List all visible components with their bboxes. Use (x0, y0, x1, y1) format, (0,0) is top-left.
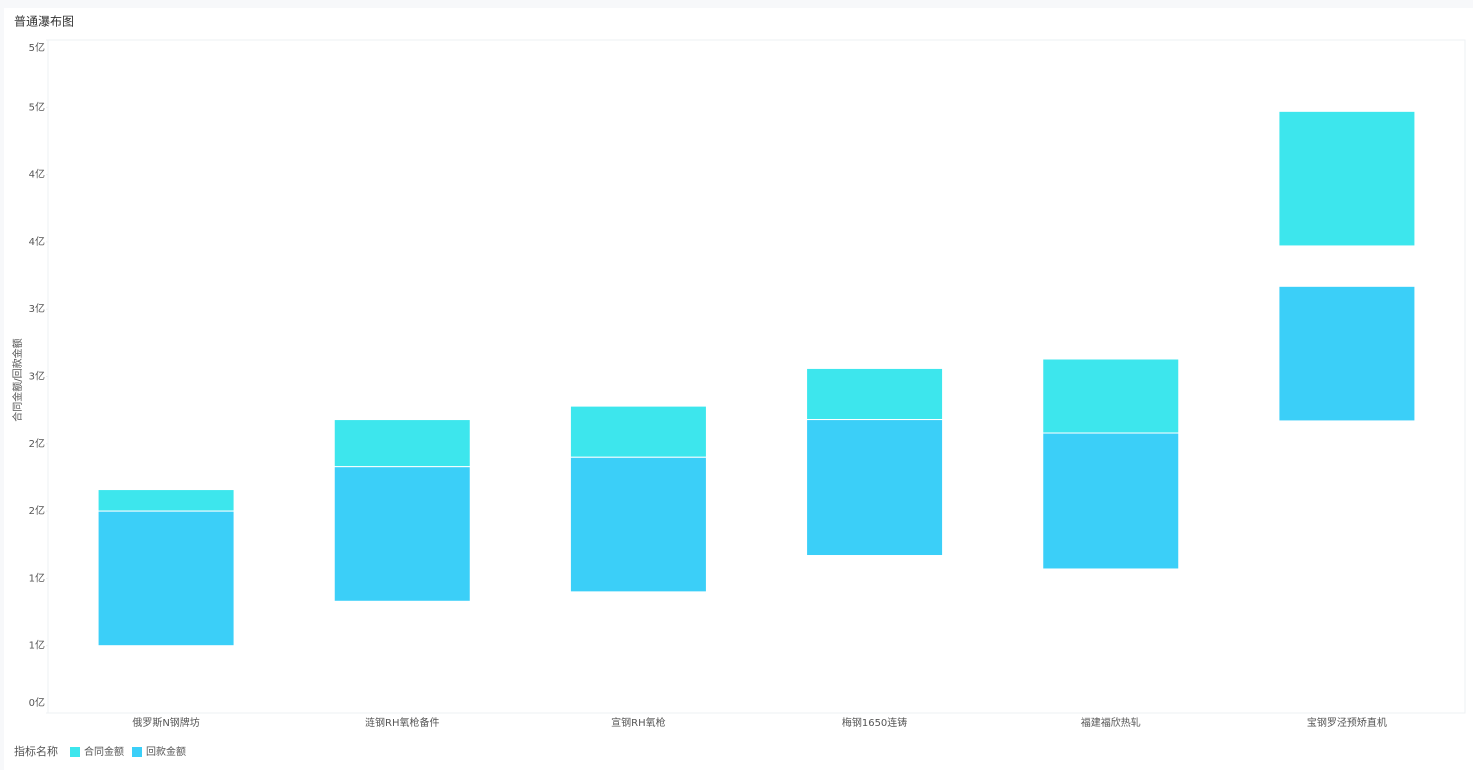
bar-segment (1042, 432, 1180, 570)
bar-segment (569, 456, 707, 593)
bar-segment (1278, 110, 1416, 247)
y-tick-label: 3亿 (29, 302, 45, 315)
y-axis-title: 合同金额/回款金额 (11, 338, 24, 421)
x-tick-label: 宣钢RH氧枪 (611, 716, 665, 729)
bar-segment (569, 405, 707, 458)
legend-label: 合同金额 (84, 745, 124, 758)
legend-swatch (70, 747, 80, 757)
y-tick-label: 5亿 (29, 41, 45, 54)
x-tick-label: 俄罗斯N钢牌坊 (132, 716, 199, 729)
y-tick-label: 5亿 (29, 100, 45, 113)
y-tick-label: 1亿 (29, 639, 45, 652)
y-tick-label: 4亿 (29, 168, 45, 181)
x-tick-label: 梅钢1650连铸 (842, 716, 907, 729)
bar-segment (1278, 285, 1416, 422)
x-tick-label: 涟钢RH氧枪备件 (365, 716, 439, 729)
y-tick-label: 4亿 (29, 235, 45, 248)
chart-title: 普通瀑布图 (14, 15, 74, 29)
bar-segment (806, 367, 944, 421)
x-tick-label: 宝钢罗泾预矫直机 (1307, 716, 1387, 729)
y-tick-label: 3亿 (29, 370, 45, 383)
bar-segment (97, 489, 235, 512)
legend-title: 指标名称 (14, 744, 58, 758)
bar-segment (333, 466, 471, 602)
bar-segment (97, 510, 235, 647)
legend-swatch (132, 747, 142, 757)
y-tick-label: 2亿 (29, 437, 45, 450)
bar-segment (333, 419, 471, 468)
bar-segment (806, 419, 944, 557)
y-tick-label: 2亿 (29, 504, 45, 517)
bar-segment (1042, 358, 1180, 434)
panel (4, 8, 1473, 770)
y-tick-label: 1亿 (29, 571, 45, 584)
y-tick-label: 0亿 (29, 696, 45, 709)
x-tick-label: 福建福欣热轧 (1081, 716, 1141, 729)
legend-label: 回款金额 (146, 745, 186, 758)
